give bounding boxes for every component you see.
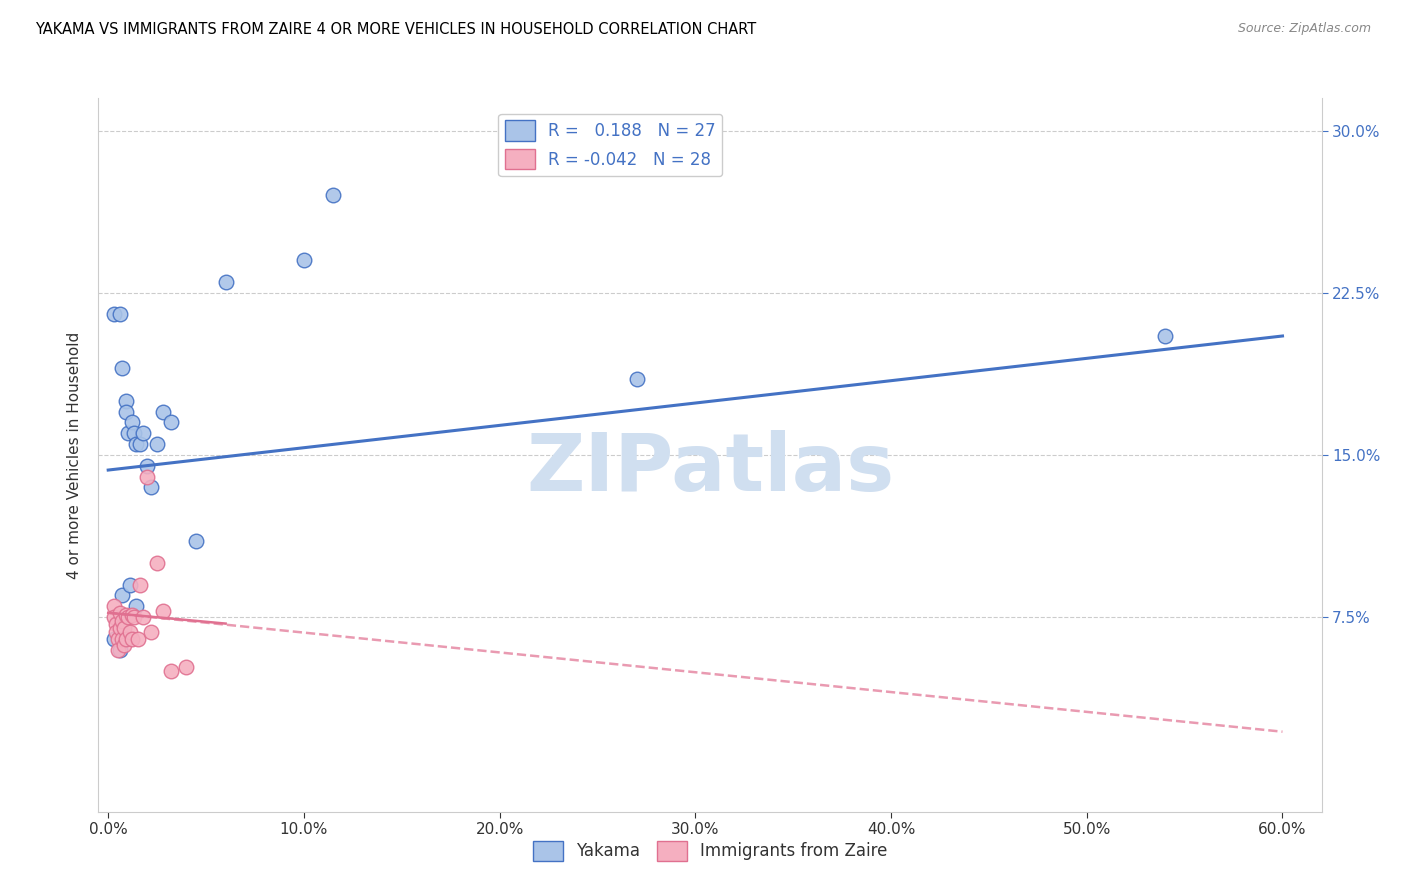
Point [186,534,208,549]
Point [107,642,129,657]
Point [160,664,183,678]
Text: ZIPatlas: ZIPatlas [526,430,894,508]
Point [108,307,131,321]
Point [114,632,136,646]
Point [128,437,150,451]
Point [152,604,174,618]
Point [107,632,129,646]
Point [114,393,136,408]
Point [146,556,169,570]
Point [112,638,135,652]
Point [132,610,155,624]
Point [160,416,183,430]
Point [146,437,169,451]
Point [128,577,150,591]
Point [103,610,125,624]
Point [117,610,139,624]
Point [322,188,344,202]
Point [1154,329,1177,343]
Point [111,632,134,646]
Point [176,660,198,674]
Point [141,625,163,640]
Point [117,426,139,441]
Point [103,599,125,614]
Point [105,616,128,631]
Point [121,632,143,646]
Point [112,621,135,635]
Point [108,606,131,620]
Point [111,361,134,376]
Legend: Yakama, Immigrants from Zaire: Yakama, Immigrants from Zaire [526,834,894,868]
Y-axis label: 4 or more Vehicles in Household: 4 or more Vehicles in Household [67,331,83,579]
Point [111,615,134,629]
Point [132,426,155,441]
Point [121,607,143,622]
Point [214,275,236,289]
Point [136,469,159,483]
Text: YAKAMA VS IMMIGRANTS FROM ZAIRE 4 OR MORE VEHICLES IN HOUSEHOLD CORRELATION CHAR: YAKAMA VS IMMIGRANTS FROM ZAIRE 4 OR MOR… [35,22,756,37]
Text: Source: ZipAtlas.com: Source: ZipAtlas.com [1237,22,1371,36]
Point [141,480,163,494]
Point [626,372,648,386]
Point [105,625,128,640]
Point [103,632,125,646]
Point [114,607,136,622]
Point [111,589,134,603]
Point [292,253,315,268]
Point [124,437,146,451]
Point [124,599,146,614]
Point [118,577,141,591]
Point [136,458,159,473]
Point [108,642,131,657]
Point [152,405,174,419]
Point [122,426,145,441]
Point [118,625,141,640]
Point [108,621,131,635]
Point [121,416,143,430]
Point [127,632,149,646]
Point [103,307,125,321]
Point [114,405,136,419]
Point [122,610,145,624]
